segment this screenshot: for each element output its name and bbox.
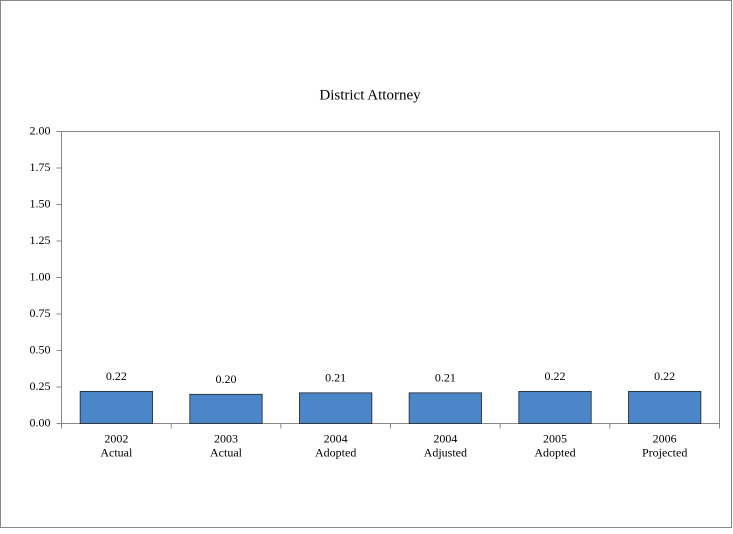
bar xyxy=(518,390,592,424)
y-tick-label: 2.00 xyxy=(30,123,51,137)
bar xyxy=(79,390,153,424)
x-tick-label: Adopted xyxy=(315,445,356,459)
bar xyxy=(299,392,373,424)
x-tick-label: 2006 xyxy=(653,431,677,445)
x-tick-label: Actual xyxy=(100,445,133,459)
x-tick-label: Adopted xyxy=(534,445,575,459)
data-label: 0.21 xyxy=(325,371,346,385)
x-tick-label: 2004 xyxy=(324,431,348,445)
y-tick-label: 1.25 xyxy=(30,233,51,247)
data-label: 0.22 xyxy=(654,369,675,383)
y-tick-label: 0.25 xyxy=(30,379,51,393)
y-tick-label: 1.50 xyxy=(30,196,51,210)
x-tick-label: Projected xyxy=(642,445,687,459)
x-tick-label: 2002 xyxy=(104,431,128,445)
x-tick-label: Actual xyxy=(210,445,243,459)
bar xyxy=(628,390,702,424)
data-label: 0.20 xyxy=(216,372,237,386)
x-tick-label: 2004 xyxy=(433,431,457,445)
bar xyxy=(408,392,482,424)
y-tick-label: 0.75 xyxy=(30,306,51,320)
x-tick-label: Adjusted xyxy=(424,445,467,459)
y-tick-label: 1.75 xyxy=(30,160,51,174)
bar xyxy=(189,393,263,424)
data-label: 0.21 xyxy=(435,371,456,385)
x-tick-label: 2003 xyxy=(214,431,238,445)
data-label: 0.22 xyxy=(106,369,127,383)
y-tick-label: 1.00 xyxy=(30,269,51,283)
x-tick-label: 2005 xyxy=(543,431,567,445)
y-tick-label: 0.50 xyxy=(30,342,51,356)
chart-title: District Attorney xyxy=(319,87,421,103)
data-label: 0.22 xyxy=(545,369,566,383)
y-tick-label: 0.00 xyxy=(30,415,51,429)
